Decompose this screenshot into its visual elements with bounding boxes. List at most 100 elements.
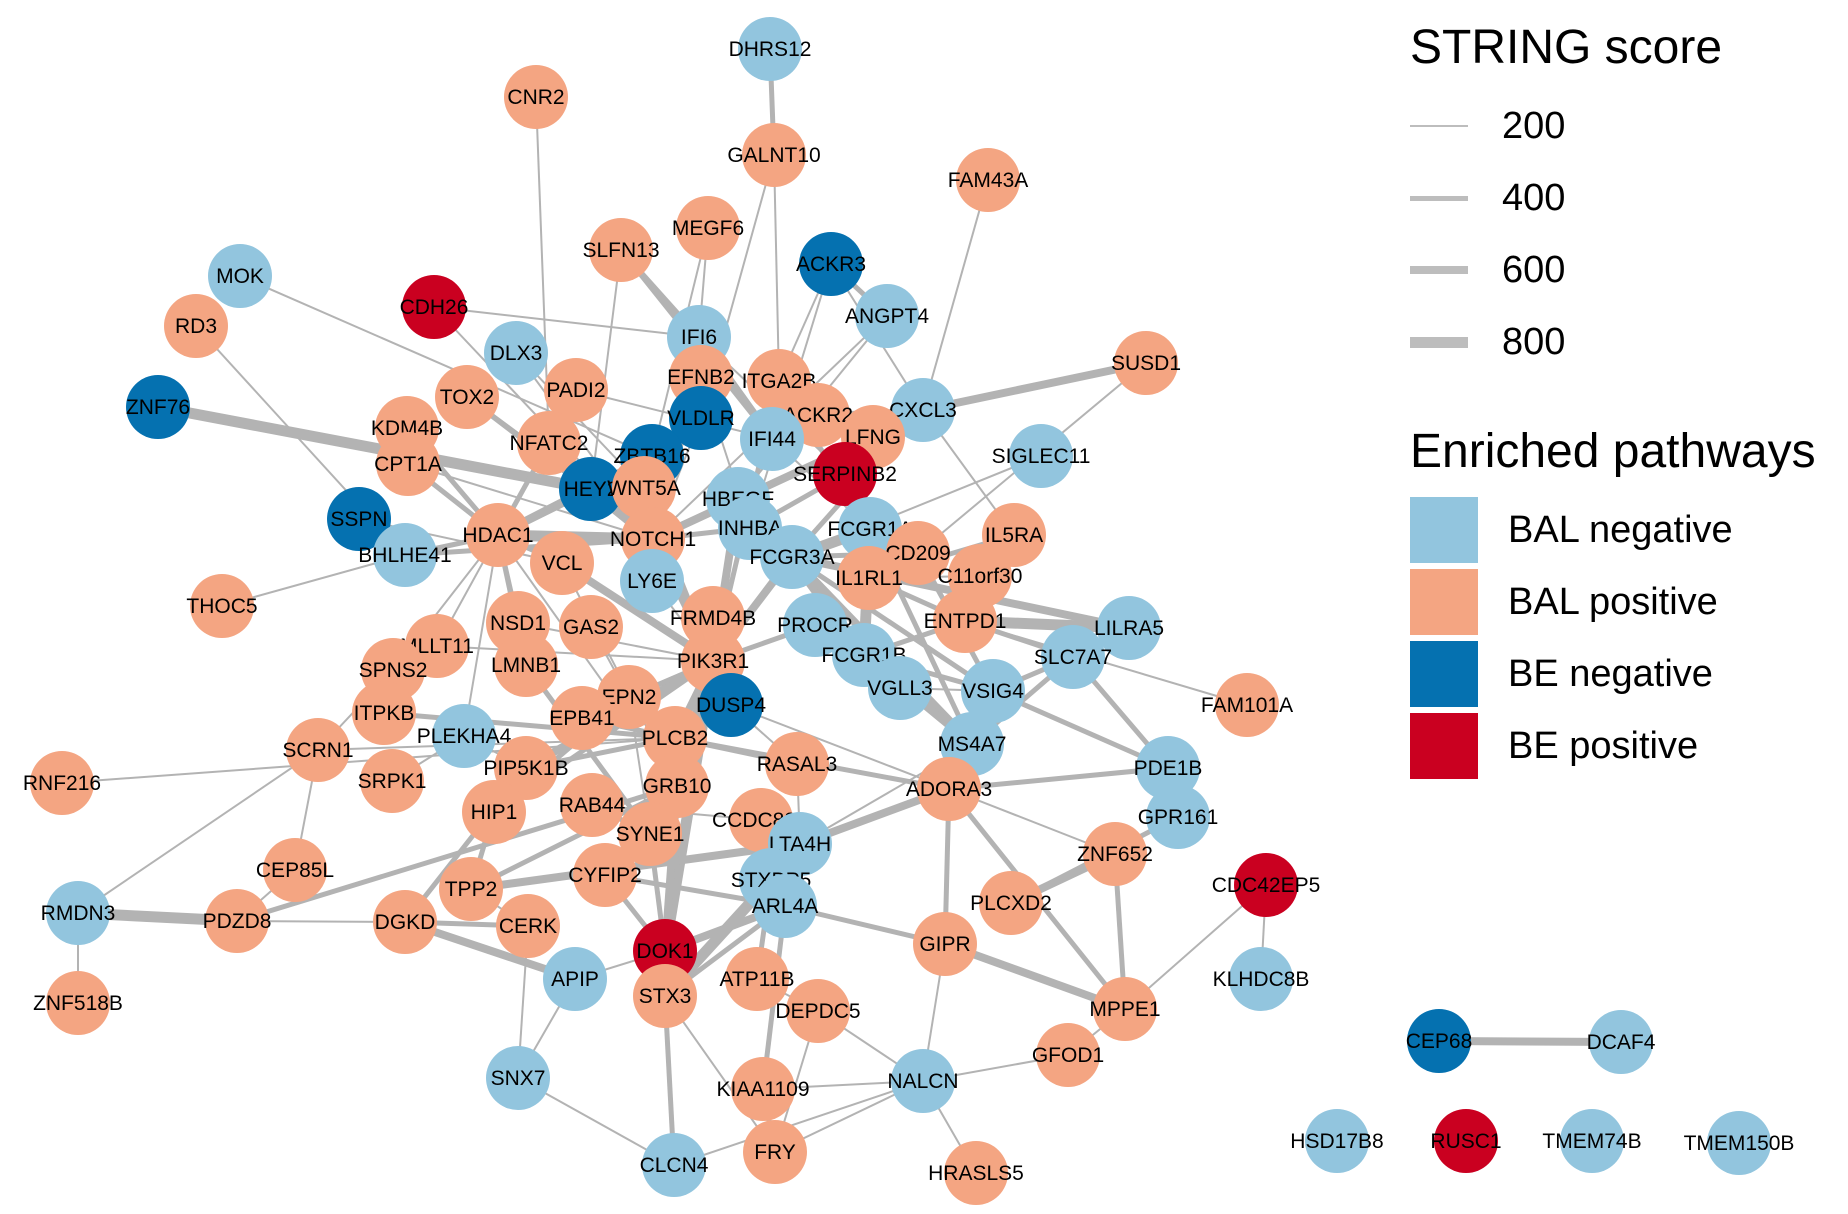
node-MEGF6[interactable]: MEGF6 [672, 196, 744, 260]
node-SCRN1[interactable]: SCRN1 [282, 718, 354, 782]
node-circle[interactable] [753, 874, 817, 938]
node-SIGLEC11[interactable]: SIGLEC11 [992, 424, 1091, 488]
node-circle[interactable] [618, 802, 682, 866]
node-SNX7[interactable]: SNX7 [486, 1046, 550, 1110]
node-circle[interactable] [360, 749, 424, 813]
node-PLCB2[interactable]: PLCB2 [642, 706, 709, 770]
node-circle[interactable] [620, 549, 684, 613]
node-circle[interactable] [462, 780, 526, 844]
node-SERPINB2[interactable]: SERPINB2 [793, 442, 897, 506]
node-ZNF652[interactable]: ZNF652 [1077, 822, 1153, 886]
node-HRASLS5[interactable]: HRASLS5 [928, 1141, 1024, 1205]
node-circle[interactable] [1234, 853, 1298, 917]
node-CERK[interactable]: CERK [496, 894, 560, 958]
node-CXCL3[interactable]: CXCL3 [889, 378, 957, 442]
node-circle[interactable] [944, 1141, 1008, 1205]
node-circle[interactable] [439, 857, 503, 921]
node-circle[interactable] [484, 321, 548, 385]
node-ARL4A[interactable]: ARL4A [752, 874, 819, 938]
node-NALCN[interactable]: NALCN [887, 1049, 959, 1113]
node-FCGR3A[interactable]: FCGR3A [749, 525, 835, 589]
node-SLFN13[interactable]: SLFN13 [582, 218, 660, 282]
node-CLCN4[interactable]: CLCN4 [640, 1133, 709, 1197]
node-circle[interactable] [868, 656, 932, 720]
node-circle[interactable] [633, 964, 697, 1028]
node-circle[interactable] [891, 378, 955, 442]
node-ATP11B[interactable]: ATP11B [719, 947, 795, 1011]
node-circle[interactable] [543, 947, 607, 1011]
node-circle[interactable] [645, 754, 709, 818]
node-circle[interactable] [373, 890, 437, 954]
node-circle[interactable] [783, 593, 847, 657]
node-circle[interactable] [373, 523, 437, 587]
node-circle[interactable] [731, 1057, 795, 1121]
node-circle[interactable] [933, 589, 997, 653]
node-EPB41[interactable]: EPB41 [549, 686, 615, 750]
node-APIP[interactable]: APIP [543, 947, 607, 1011]
node-FAM101A[interactable]: FAM101A [1201, 673, 1293, 737]
node-circle[interactable] [669, 386, 733, 450]
node-HEY2[interactable]: HEY2 [559, 457, 623, 521]
node-circle[interactable] [1036, 1023, 1100, 1087]
node-DEPDC5[interactable]: DEPDC5 [775, 979, 861, 1043]
node-IFI44[interactable]: IFI44 [740, 407, 804, 471]
node-circle[interactable] [742, 123, 806, 187]
node-circle[interactable] [633, 919, 697, 983]
node-circle[interactable] [504, 65, 568, 129]
node-circle[interactable] [376, 432, 440, 496]
node-DGKD[interactable]: DGKD [373, 890, 437, 954]
node-CD209[interactable]: CD209 [885, 521, 951, 585]
node-circle[interactable] [494, 736, 558, 800]
node-KLHDC8B[interactable]: KLHDC8B [1213, 947, 1310, 1011]
node-KIAA1109[interactable]: KIAA1109 [716, 1057, 810, 1121]
node-circle[interactable] [402, 275, 466, 339]
node-DUSP4[interactable]: DUSP4 [696, 673, 766, 737]
node-circle[interactable] [1434, 1109, 1498, 1173]
node-circle[interactable] [496, 894, 560, 958]
node-LILRA5[interactable]: LILRA5 [1094, 596, 1164, 660]
node-CEP85L[interactable]: CEP85L [256, 838, 334, 902]
node-STX3[interactable]: STX3 [633, 964, 697, 1028]
node-RNF216[interactable]: RNF216 [23, 751, 101, 815]
node-ZNF76[interactable]: ZNF76 [126, 375, 190, 439]
node-circle[interactable] [1305, 1109, 1369, 1173]
node-RASAL3[interactable]: RASAL3 [757, 732, 838, 796]
node-CPT1A[interactable]: CPT1A [374, 432, 442, 496]
node-circle[interactable] [1083, 822, 1147, 886]
node-LMNB1[interactable]: LMNB1 [491, 633, 561, 697]
node-circle[interactable] [676, 196, 740, 260]
node-PIP5K1B[interactable]: PIP5K1B [483, 736, 569, 800]
node-circle[interactable] [765, 732, 829, 796]
node-TMEM150B[interactable]: TMEM150B [1684, 1111, 1795, 1175]
node-circle[interactable] [517, 411, 581, 475]
node-circle[interactable] [327, 487, 391, 551]
node-circle[interactable] [1146, 785, 1210, 849]
node-ANGPT4[interactable]: ANGPT4 [845, 284, 929, 348]
node-GIPR[interactable]: GIPR [913, 912, 977, 976]
node-SUSD1[interactable]: SUSD1 [1111, 331, 1181, 395]
node-circle[interactable] [799, 232, 863, 296]
node-circle[interactable] [559, 457, 623, 521]
node-circle[interactable] [530, 531, 594, 595]
node-circle[interactable] [46, 971, 110, 1035]
node-circle[interactable] [205, 889, 269, 953]
node-circle[interactable] [1009, 424, 1073, 488]
node-circle[interactable] [1407, 1009, 1471, 1073]
node-ITPKB[interactable]: ITPKB [352, 681, 416, 745]
node-circle[interactable] [956, 148, 1020, 212]
node-circle[interactable] [1114, 331, 1178, 395]
node-circle[interactable] [1136, 736, 1200, 800]
node-VGLL3[interactable]: VGLL3 [867, 656, 933, 720]
node-SSPN[interactable]: SSPN [327, 487, 391, 551]
node-ADORA3[interactable]: ADORA3 [906, 757, 992, 821]
node-PROCR[interactable]: PROCR [777, 593, 853, 657]
node-CNR2[interactable]: CNR2 [504, 65, 568, 129]
node-circle[interactable] [208, 244, 272, 308]
node-HSD17B8[interactable]: HSD17B8 [1290, 1109, 1384, 1173]
node-circle[interactable] [642, 1133, 706, 1197]
node-circle[interactable] [589, 218, 653, 282]
node-FRY[interactable]: FRY [743, 1120, 807, 1184]
node-TMEM74B[interactable]: TMEM74B [1542, 1109, 1642, 1173]
node-circle[interactable] [432, 704, 496, 768]
node-MOK[interactable]: MOK [208, 244, 272, 308]
